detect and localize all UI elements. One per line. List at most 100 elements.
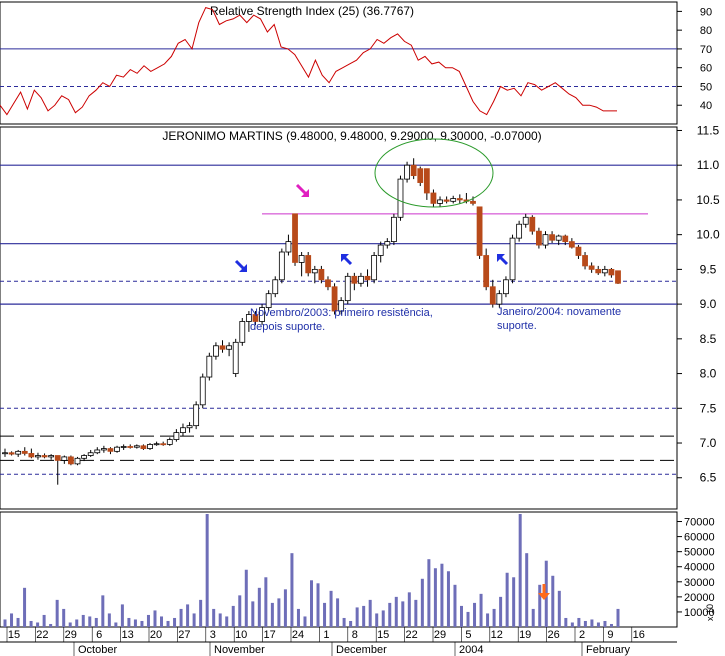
x-day-label: 16 (633, 629, 645, 641)
volume-bar (75, 619, 79, 627)
volume-tick-label: 70000 (684, 517, 715, 529)
rsi-tick-label: 70 (700, 44, 712, 56)
volume-bar (583, 620, 587, 627)
volume-bar (88, 616, 92, 627)
x-day-label: 27 (178, 629, 190, 641)
candle-up (199, 376, 206, 406)
volume-bar (218, 613, 222, 627)
candle-up (87, 452, 94, 456)
candle-down (54, 455, 61, 461)
candle-up (48, 455, 55, 458)
price-title: JERONIMO MARTINS (9.48000, 9.48000, 9.29… (162, 129, 541, 143)
candle-up (522, 216, 529, 225)
x-day-label: 15 (8, 629, 20, 641)
volume-bar (283, 589, 287, 627)
volume-bar (290, 553, 294, 627)
candle-up (338, 300, 345, 312)
volume-bar (407, 592, 411, 627)
volume-tick-label: 60000 (684, 532, 715, 544)
candle-up (180, 427, 186, 434)
volume-bar (173, 617, 177, 627)
candle-up (285, 241, 292, 253)
candle-down (430, 192, 437, 204)
volume-bar (473, 602, 477, 627)
candle-up (542, 234, 549, 246)
candle-up (516, 223, 523, 239)
candle-up (377, 244, 384, 256)
volume-bar (146, 614, 150, 627)
candle-up (114, 446, 120, 452)
candle-up (358, 275, 364, 284)
candle-down (160, 443, 167, 446)
candle-up (213, 345, 219, 357)
x-day-label: 24 (292, 629, 304, 641)
volume-bar (459, 605, 463, 627)
candle-down (68, 456, 74, 465)
candle-up (437, 199, 443, 204)
volume-bar (257, 587, 261, 627)
january-annotation-line1: Janeiro/2004: novamente (497, 306, 621, 318)
volume-bar (186, 604, 190, 627)
x-day-label: 12 (491, 629, 503, 641)
candle-up (390, 216, 397, 243)
volume-bar (525, 553, 529, 627)
volume-bar (512, 577, 516, 627)
candle-up (371, 255, 378, 281)
volume-bar (62, 608, 66, 627)
volume-bar (68, 622, 72, 627)
candle-up (100, 448, 107, 451)
x-day-label: 6 (96, 629, 102, 641)
volume-bar (107, 613, 111, 627)
volume-bar (433, 568, 437, 627)
candle-down (127, 446, 134, 448)
candle-up (94, 449, 101, 454)
x-day-label: 17 (263, 629, 275, 641)
candle-down (28, 453, 35, 458)
blue-arrow-up-icon (341, 254, 353, 266)
candle-down (364, 275, 371, 281)
rsi-panel-frame (0, 1, 678, 125)
candle-down (588, 265, 595, 270)
x-day-label: 20 (150, 629, 162, 641)
volume-bar (205, 514, 209, 627)
candle-down (536, 230, 542, 246)
volume-bar (466, 611, 470, 627)
price-tick-label: 6.5 (700, 471, 717, 485)
volume-bar (166, 620, 170, 627)
volume-bar (609, 623, 613, 627)
price-tick-label: 9.0 (700, 297, 717, 311)
price-tick-label: 7.5 (700, 401, 717, 415)
volume-bar (440, 563, 444, 627)
volume-bar (368, 599, 372, 627)
x-day-label: 8 (352, 629, 358, 641)
candle-up (61, 456, 68, 461)
price-panel-frame (0, 126, 678, 510)
volume-bar (192, 613, 196, 627)
candle-up (245, 314, 252, 322)
volume-bar (329, 590, 333, 627)
volume-bar (486, 613, 490, 627)
candle-down (107, 448, 114, 452)
volume-bar (199, 599, 203, 627)
volume-tick-label: 50000 (684, 547, 715, 559)
candle-up (555, 235, 562, 241)
volume-bar (596, 622, 600, 627)
volume-bar (81, 614, 85, 627)
candle-down (476, 206, 483, 256)
volume-bar (225, 616, 229, 627)
x-month-label: December (336, 644, 387, 656)
candle-down (562, 235, 569, 243)
candle-up (147, 444, 153, 449)
volume-bar (303, 616, 307, 627)
candle-down (140, 445, 147, 449)
top-highlight-ellipse (374, 138, 494, 208)
volume-bar (336, 598, 340, 627)
volume-bar (420, 578, 424, 627)
candle-up (173, 432, 180, 440)
price-reference-lines (0, 164, 677, 475)
x-month-label: 2004 (459, 644, 483, 656)
volume-tick-label: 10000 (684, 607, 715, 619)
candle-down (423, 168, 430, 194)
volume-bar (10, 613, 14, 627)
volume-bar (238, 595, 242, 627)
